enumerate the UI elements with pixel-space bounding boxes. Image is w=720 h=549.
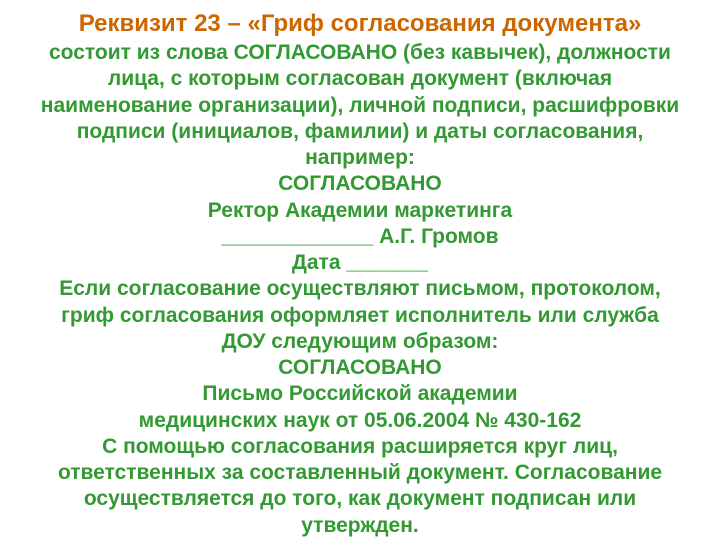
document-page: Реквизит 23 – «Гриф согласования докумен… xyxy=(0,0,720,549)
body-line: С помощью согласования расширяется круг … xyxy=(8,434,712,460)
body-line: Дата _______ xyxy=(8,250,712,276)
body-line: утвержден. xyxy=(8,513,712,539)
body-line: СОГЛАСОВАНО xyxy=(8,171,712,197)
body-line: подписи (инициалов, фамилии) и даты согл… xyxy=(8,119,712,145)
body-line: например: xyxy=(8,145,712,171)
body-line: гриф согласования оформляет исполнитель … xyxy=(8,303,712,329)
body-line: ДОУ следующим образом: xyxy=(8,329,712,355)
body-line: состоит из слова СОГЛАСОВАНО (без кавыче… xyxy=(8,40,712,66)
body-line: ответственных за составленный документ. … xyxy=(8,460,712,486)
body-line: _____________ А.Г. Громов xyxy=(8,224,712,250)
body-line: медицинских наук от 05.06.2004 № 430-162 xyxy=(8,408,712,434)
body-line: осуществляется до того, как документ под… xyxy=(8,486,712,512)
body-line: Письмо Российской академии xyxy=(8,381,712,407)
page-title: Реквизит 23 – «Гриф согласования докумен… xyxy=(8,10,712,38)
body-line: Ректор Академии маркетинга xyxy=(8,198,712,224)
body-line: СОГЛАСОВАНО xyxy=(8,355,712,381)
body-line: лица, с которым согласован документ (вкл… xyxy=(8,66,712,92)
body-line: Если согласование осуществляют письмом, … xyxy=(8,276,712,302)
body-text-block: состоит из слова СОГЛАСОВАНО (без кавыче… xyxy=(8,40,712,539)
body-line: наименование организации), личной подпис… xyxy=(8,93,712,119)
